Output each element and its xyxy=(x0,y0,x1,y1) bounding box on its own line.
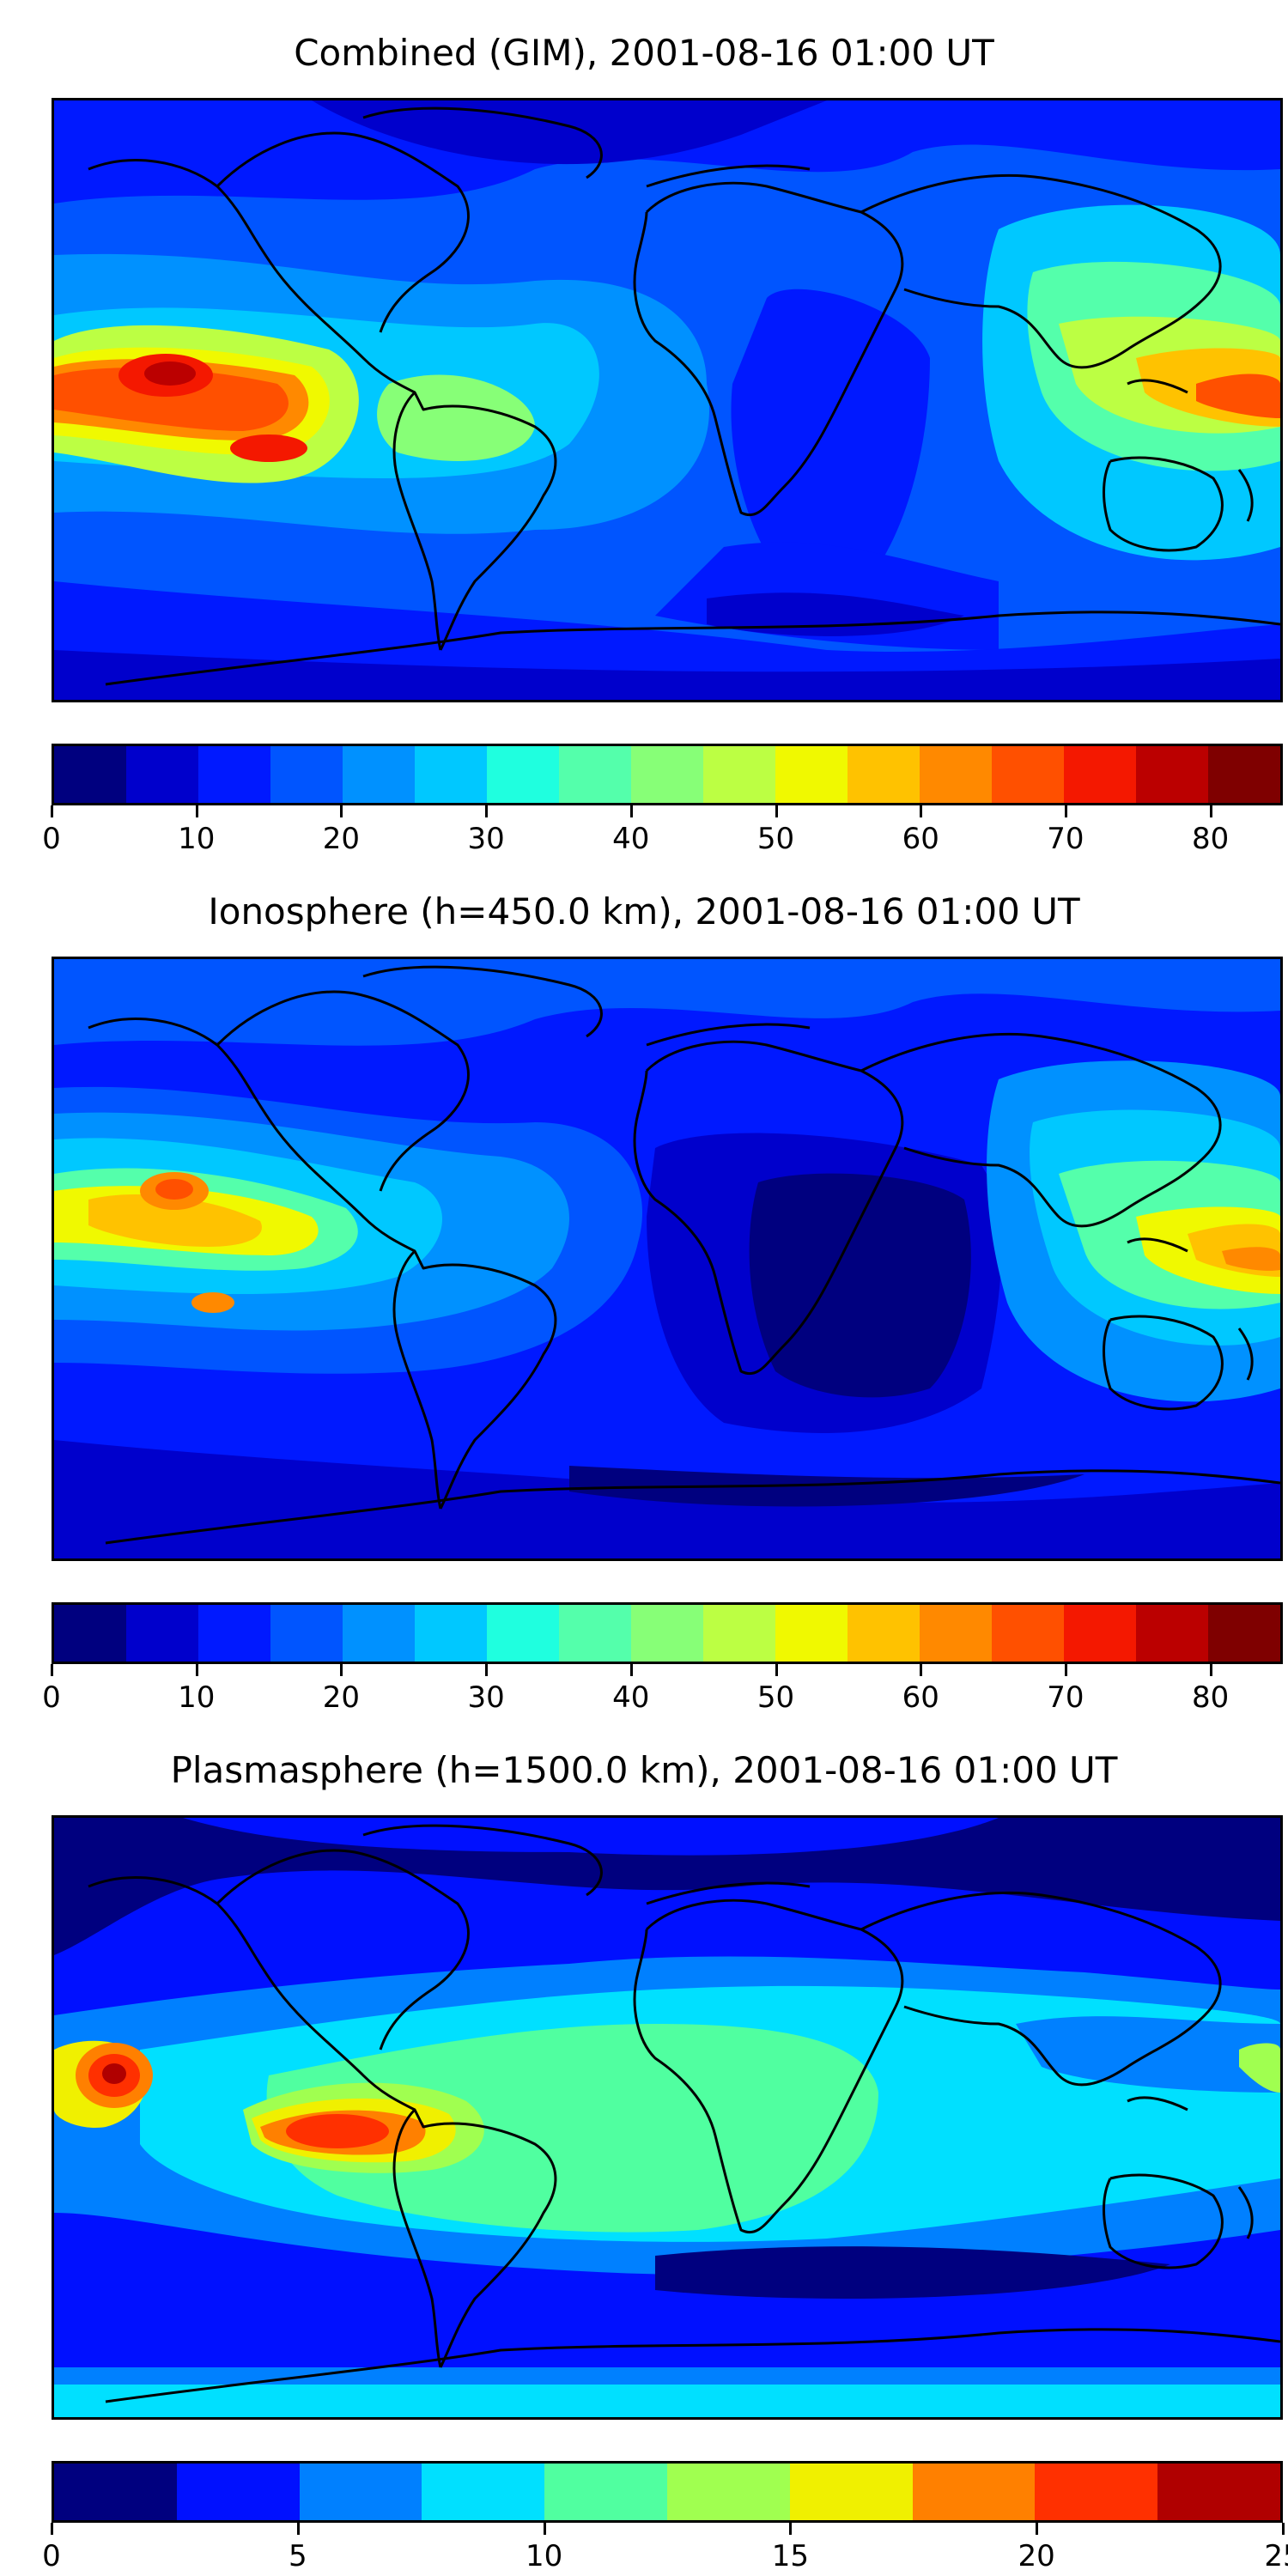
colorbar-segment xyxy=(992,1605,1064,1662)
colorbar-segment xyxy=(422,2464,545,2520)
colorbar-segment xyxy=(789,2464,913,2520)
colorbar-segment xyxy=(1208,1605,1280,1662)
colorbar-ticks: 0 5 10 15 20 25 xyxy=(42,2523,1288,2574)
colorbar-segment xyxy=(343,746,415,803)
colorbar-segment xyxy=(126,746,198,803)
colorbar-segment xyxy=(1208,746,1280,803)
panel-combined: Combined (GIM), 2001-08-16 01:00 UT xyxy=(0,0,1288,859)
tec-map-combined xyxy=(52,98,1283,702)
colorbar-segment xyxy=(559,746,631,803)
colorbar-segment xyxy=(415,1605,487,1662)
panel-plasmasphere: Plasmasphere (h=1500.0 km), 2001-08-16 0… xyxy=(0,1717,1288,2576)
colorbar-segment xyxy=(487,1605,559,1662)
colorbar-segment xyxy=(343,1605,415,1662)
colorbar-segment xyxy=(270,1605,343,1662)
colorbar xyxy=(52,744,1283,805)
colorbar-segment xyxy=(176,2464,300,2520)
colorbar-segment xyxy=(1035,2464,1158,2520)
colorbar-segment xyxy=(920,746,992,803)
colorbar-segment xyxy=(487,746,559,803)
colorbar-segment xyxy=(54,2464,177,2520)
colorbar xyxy=(52,1602,1283,1664)
colorbar-segment xyxy=(1136,746,1208,803)
colorbar-segment xyxy=(912,2464,1036,2520)
colorbar-segment xyxy=(559,1605,631,1662)
colorbar-segment xyxy=(54,746,126,803)
colorbar-segment xyxy=(198,746,270,803)
colorbar-segment xyxy=(631,1605,703,1662)
panel-title: Combined (GIM), 2001-08-16 01:00 UT xyxy=(294,32,994,74)
colorbar-segment xyxy=(666,2464,790,2520)
colorbar-segment xyxy=(775,1605,848,1662)
colorbar-segment xyxy=(703,1605,775,1662)
colorbar xyxy=(52,2461,1283,2523)
colorbar-segment xyxy=(299,2464,422,2520)
colorbar-segment xyxy=(198,1605,270,1662)
colorbar-segment xyxy=(544,2464,667,2520)
colorbar-segment xyxy=(920,1605,992,1662)
colorbar-segment xyxy=(848,746,920,803)
tec-map-plasmasphere xyxy=(52,1815,1283,2420)
colorbar-segment xyxy=(126,1605,198,1662)
colorbar-ticks: 0 10 20 30 40 50 60 70 80 xyxy=(42,1664,1283,1716)
colorbar-segment xyxy=(1064,746,1136,803)
colorbar-segment xyxy=(848,1605,920,1662)
colorbar-segment xyxy=(775,746,848,803)
colorbar-segment xyxy=(703,746,775,803)
panel-title: Ionosphere (h=450.0 km), 2001-08-16 01:0… xyxy=(208,890,1080,933)
colorbar-segment xyxy=(1136,1605,1208,1662)
colorbar-ticks: 0 10 20 30 40 50 60 70 80 xyxy=(42,805,1283,857)
colorbar-segment xyxy=(415,746,487,803)
tec-map-ionosphere xyxy=(52,957,1283,1561)
colorbar-segment xyxy=(1157,2464,1280,2520)
colorbar-segment xyxy=(631,746,703,803)
colorbar-segment xyxy=(1064,1605,1136,1662)
colorbar-segment xyxy=(992,746,1064,803)
colorbar-segment xyxy=(54,1605,126,1662)
colorbar-segment xyxy=(270,746,343,803)
panel-title: Plasmasphere (h=1500.0 km), 2001-08-16 0… xyxy=(170,1749,1118,1791)
panel-ionosphere: Ionosphere (h=450.0 km), 2001-08-16 01:0… xyxy=(0,859,1288,1717)
